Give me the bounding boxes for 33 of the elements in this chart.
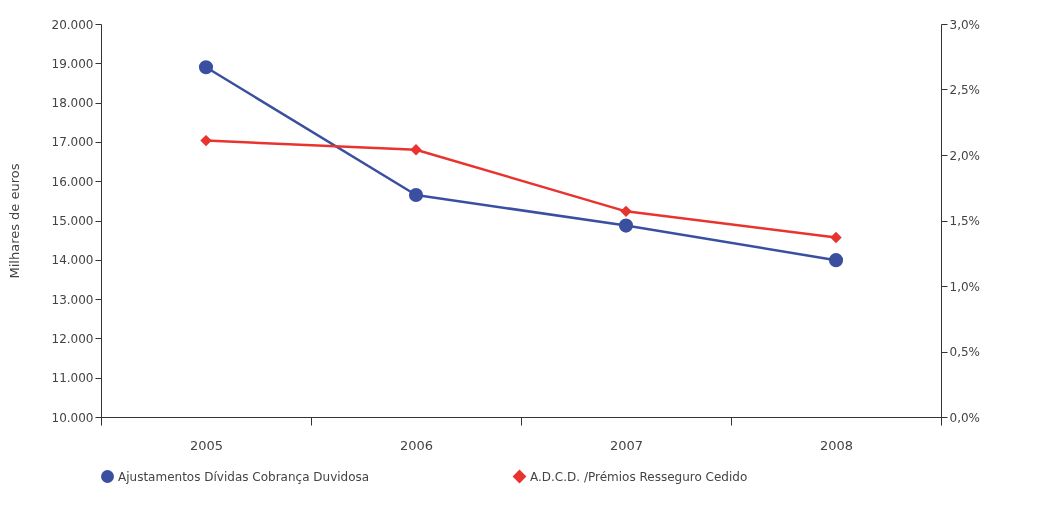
x-tick-label: 2005	[189, 437, 224, 453]
point	[200, 134, 212, 147]
y2-tick-label: 1,5%	[949, 214, 980, 228]
x-tick-label: 2006	[399, 437, 434, 453]
y-tick-label: 13.000	[51, 292, 94, 307]
y-tick-label: 10.000	[51, 410, 94, 425]
y-tick-label: 20.000	[51, 17, 94, 32]
y2-tick-label: 2,0%	[949, 148, 980, 163]
y-tick-label: 12.000	[51, 331, 94, 346]
y-tick-label: 17.000	[51, 135, 94, 150]
legend-label: A.D.C.D. /Prémios Resseguro Cedido	[530, 469, 748, 484]
point	[620, 205, 632, 218]
point	[618, 218, 634, 233]
y2-tick-label: 1,0%	[949, 279, 980, 294]
point	[830, 231, 842, 244]
y-tick-label: 16.000	[51, 174, 94, 189]
point	[410, 144, 422, 156]
y-tick-label: 19.000	[51, 56, 94, 71]
point	[408, 187, 424, 203]
y2-tick-label: 0,5%	[949, 345, 980, 359]
y-tick-label: 15.000	[51, 214, 94, 228]
y2-tick-label: 3,0%	[949, 17, 980, 32]
y-tick-label: 14.000	[51, 253, 94, 268]
y-axis-title: Milhares de euros	[6, 163, 22, 279]
point	[828, 253, 844, 268]
point	[198, 60, 214, 75]
y-tick-label: 11.000	[51, 371, 94, 386]
x-tick-label: 2008	[819, 437, 854, 453]
y-tick-label: 18.000	[51, 96, 94, 111]
y2-tick-label: 0,0%	[949, 410, 980, 425]
y2-tick-label: 2,5%	[949, 83, 980, 97]
legend-label: Ajustamentos Dívidas Cobrança Duvidosa	[118, 469, 370, 484]
x-tick-label: 2007	[609, 437, 644, 453]
